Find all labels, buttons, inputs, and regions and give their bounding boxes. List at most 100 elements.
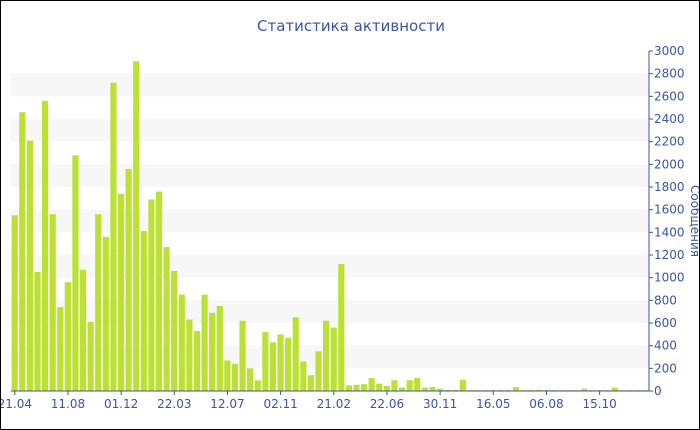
bar [117,193,125,391]
chart-title: Статистика активности [257,17,445,35]
bar [224,360,231,391]
x-tick-label: 21.02 [317,397,351,411]
y-tick-label: 0 [654,384,662,398]
bar [611,387,618,391]
y-tick-label: 2400 [654,112,685,126]
bar [406,380,413,391]
bar [436,388,444,391]
x-tick-label: 22.06 [370,397,404,411]
bar [155,191,163,391]
x-tick-label: 11.08 [51,397,85,411]
grid-band [11,209,649,233]
bar [125,168,132,391]
bar [178,294,185,391]
bar [315,351,322,391]
bar [19,112,26,391]
y-tick-label: 1600 [654,203,685,217]
grid-band [11,119,649,142]
bar [41,100,49,391]
bar [452,389,459,391]
grid-band [11,164,649,187]
bar [231,363,239,391]
bar [163,247,170,391]
bar [110,82,117,391]
bar [300,361,307,391]
bar [345,385,352,391]
bar [429,387,436,391]
x-tick-label: 21.04 [1,397,32,411]
x-tick-label: 15.10 [582,397,616,411]
x-tick-label: 22.03 [157,397,191,411]
y-tick-label: 2000 [654,157,685,171]
y-tick-label: 800 [654,293,677,307]
bar [193,330,201,391]
y-tick-label: 400 [654,339,677,353]
x-tick-label: 06.08 [529,397,563,411]
x-tick-label: 01.12 [104,397,138,411]
y-tick-label: 1000 [654,271,685,285]
bar [444,389,451,391]
bar [285,337,292,391]
bar [201,294,208,391]
bar [11,215,18,391]
y-tick-label: 2800 [654,67,685,81]
bar [262,332,269,391]
grid-band [11,255,649,278]
bar [330,327,337,391]
bar [209,312,216,391]
y-tick-label: 2600 [654,89,685,103]
grid-band [11,73,649,97]
bar [338,264,345,391]
bar [368,377,375,391]
bar [391,380,398,391]
bar [216,306,223,391]
bar [133,61,140,391]
bar [307,375,315,391]
bar [269,342,277,391]
bar [459,379,466,391]
bar [171,270,178,391]
bar [376,383,383,391]
bar [34,272,41,391]
bar [421,387,428,391]
x-tick-label: 30.11 [423,397,457,411]
y-tick-label: 2200 [654,135,685,149]
bar [95,214,102,391]
bar [148,199,155,391]
bar [239,320,246,391]
bar [512,387,520,391]
bar [26,140,33,391]
bar [186,319,193,391]
grid-band [11,345,649,369]
bar [535,389,542,391]
y-tick-label: 200 [654,361,677,375]
y-tick-label: 3000 [654,44,685,58]
y-axis-label: Сообщения [688,185,700,257]
bar [87,321,94,391]
x-tick-label: 16.05 [476,397,510,411]
grid-band [11,300,649,323]
bar [140,231,147,391]
bar [72,155,79,391]
bar [102,236,109,391]
bar [360,384,368,391]
y-tick-label: 600 [654,316,677,330]
x-tick-label: 12.07 [210,397,244,411]
bar [353,384,360,391]
y-tick-label: 1800 [654,180,685,194]
bar [57,307,64,391]
bar [398,387,406,391]
x-tick-label: 02.11 [263,397,297,411]
bar [581,388,588,391]
y-tick-label: 1400 [654,225,685,239]
bar [383,385,390,391]
bar [414,377,421,391]
bar [254,380,261,391]
bar [64,282,71,391]
bar [247,368,254,391]
bar [292,317,299,391]
bar [277,334,284,391]
bar [49,214,56,391]
